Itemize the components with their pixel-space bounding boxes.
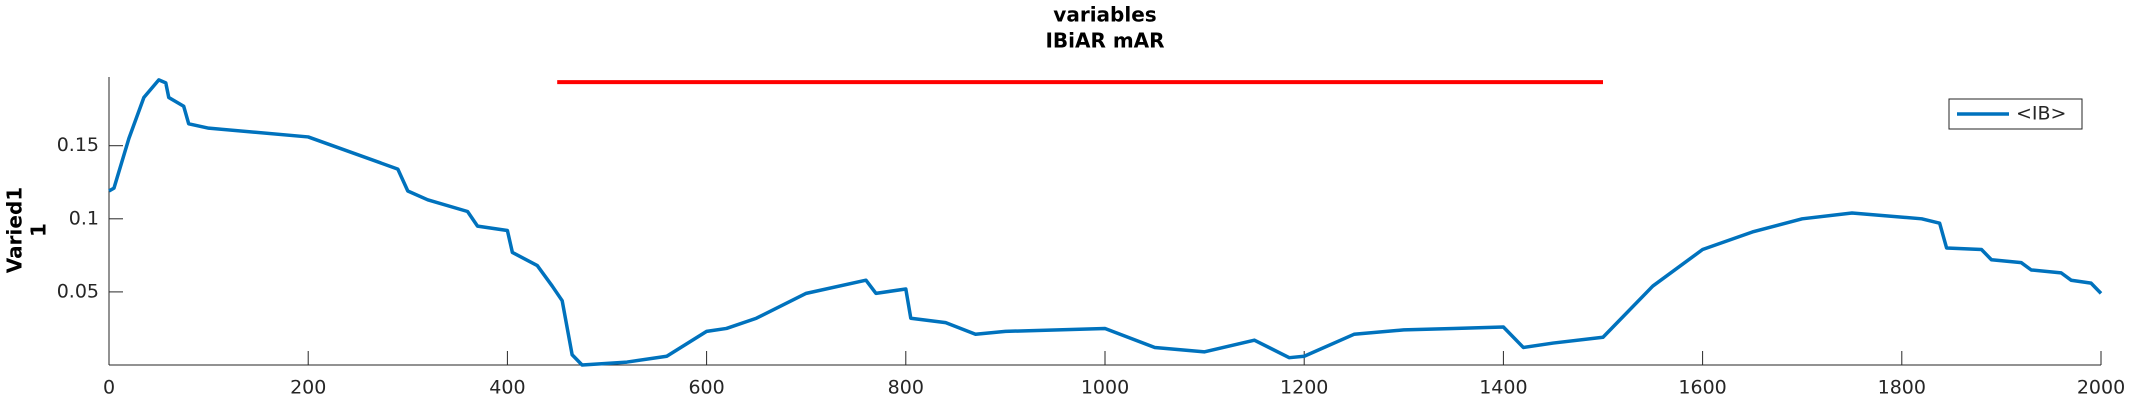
chart-title: variables bbox=[1053, 3, 1156, 27]
x-tick-label: 800 bbox=[888, 377, 924, 399]
data-line bbox=[108, 78, 2103, 367]
x-tick-label: 400 bbox=[489, 377, 525, 399]
y-axis-label: 1 bbox=[27, 223, 51, 237]
x-tick-label: 1200 bbox=[1280, 377, 1328, 399]
x-tick-label: 1400 bbox=[1479, 377, 1527, 399]
y-tick-label: 0.1 bbox=[69, 207, 99, 229]
y-tick-label: 0.05 bbox=[57, 280, 99, 302]
x-tick-label: 200 bbox=[290, 377, 326, 399]
chart-subtitle: IBiAR mAR bbox=[1045, 29, 1164, 53]
x-tick-label: 1600 bbox=[1678, 377, 1726, 399]
legend-label: <IB> bbox=[2016, 103, 2066, 125]
y-tick-label: 0.15 bbox=[57, 134, 99, 156]
x-tick-label: 2000 bbox=[2077, 377, 2125, 399]
x-tick-label: 0 bbox=[103, 377, 115, 399]
x-tick-label: 1800 bbox=[1878, 377, 1926, 399]
x-tick-label: 600 bbox=[688, 377, 724, 399]
y-axis-label: Varied1 bbox=[3, 187, 27, 273]
x-tick-label: 1000 bbox=[1081, 377, 1129, 399]
